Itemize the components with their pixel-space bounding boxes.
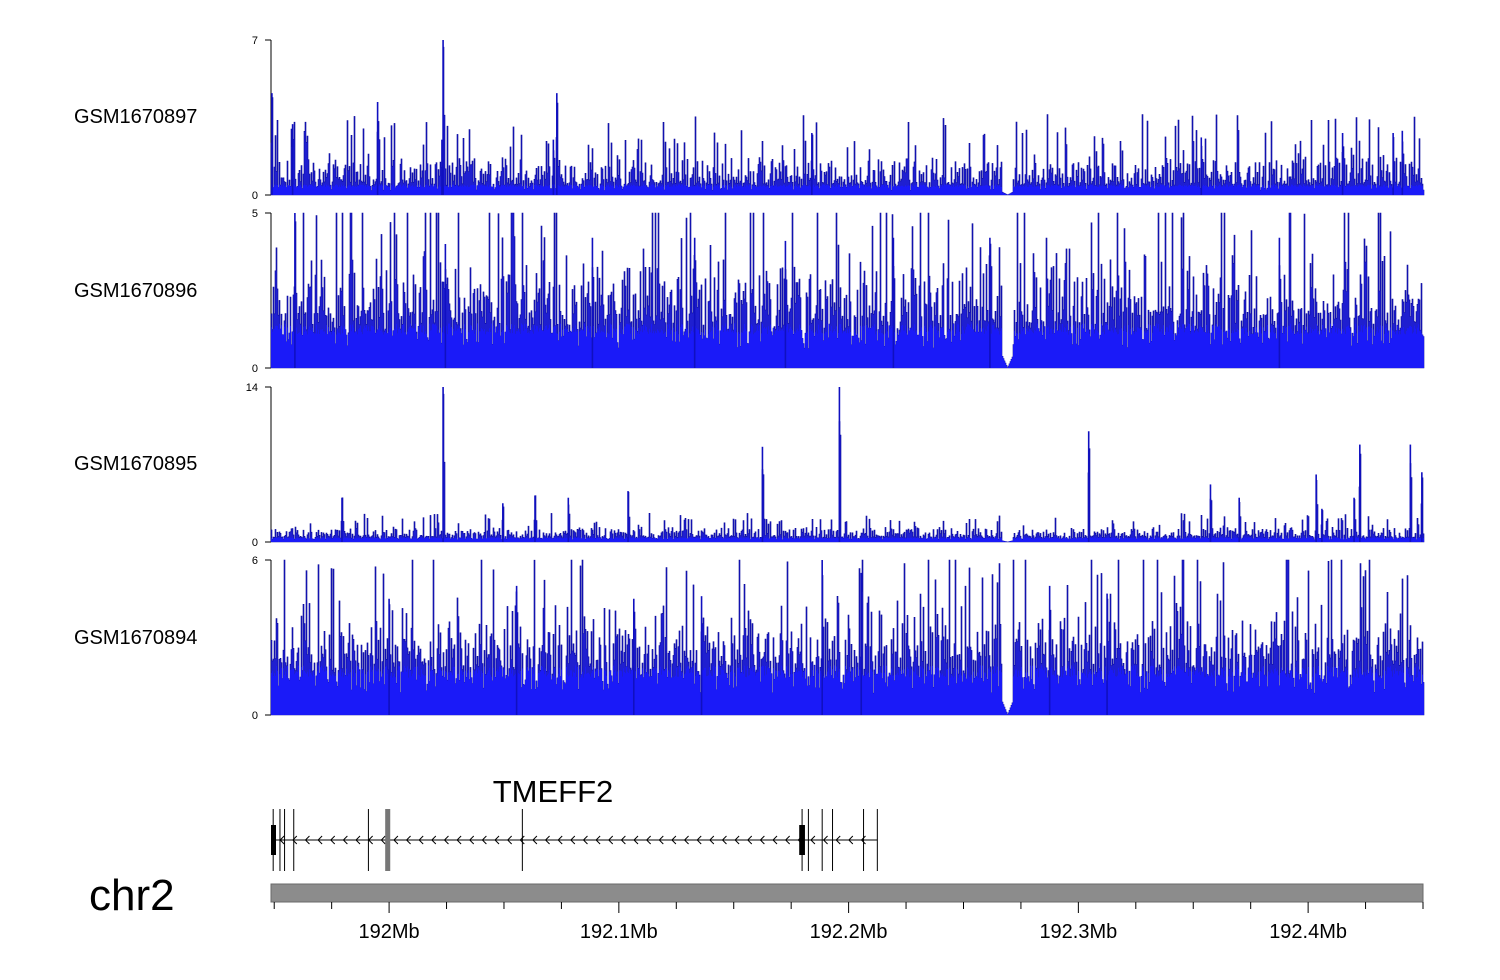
coverage-tracks: GSM167089770GSM167089650GSM1670895140GSM… <box>74 35 1425 722</box>
strand-arrow <box>380 835 386 845</box>
strand-arrow <box>405 835 411 845</box>
exon-grey <box>385 809 391 871</box>
coverage-core <box>271 184 1424 195</box>
track-label: GSM1670895 <box>74 453 197 475</box>
strand-arrow <box>784 835 791 845</box>
strand-arrow <box>658 835 664 845</box>
gene-track: TMEFF2 <box>271 774 878 871</box>
strand-arrow <box>595 835 601 845</box>
y-tick-label-min: 0 <box>252 537 258 549</box>
y-tick-label-min: 0 <box>252 710 258 722</box>
coverage-core <box>271 323 1424 368</box>
y-tick-label-max: 14 <box>246 382 258 394</box>
strand-arrow <box>481 835 487 845</box>
strand-arrow <box>431 835 437 845</box>
coverage-core <box>271 665 1424 715</box>
strand-arrow <box>709 835 715 845</box>
coverage-area <box>270 46 1425 196</box>
strand-arrow <box>570 835 576 845</box>
gene-label: TMEFF2 <box>493 774 614 809</box>
strand-arrow <box>317 835 323 845</box>
strand-arrow <box>608 835 614 845</box>
strand-arrow <box>734 835 740 845</box>
strand-arrow <box>721 835 727 845</box>
coverage-track-GSM1670894: GSM1670894 6 0 <box>74 555 1425 722</box>
strand-arrow <box>544 835 550 845</box>
x-tick-label: 192.3Mb <box>1039 921 1117 943</box>
coverage-core <box>271 537 1424 542</box>
strand-arrow <box>393 835 399 845</box>
track-label: GSM1670897 <box>74 106 197 128</box>
strand-arrow <box>469 835 475 845</box>
strand-arrow <box>810 835 816 845</box>
strand-arrow <box>292 835 298 845</box>
strand-arrow <box>330 835 336 845</box>
chromosome-axis: chr2 192Mb 192.1Mb 192.2Mb 192.3Mb 192.4Mb <box>89 871 1424 943</box>
strand-arrow <box>342 835 348 845</box>
strand-arrow <box>557 835 563 845</box>
strand-arrow <box>494 835 500 845</box>
strand-arrow <box>456 835 462 845</box>
x-axis: 192Mb 192.1Mb 192.2Mb 192.3Mb 192.4Mb <box>273 902 1424 943</box>
coverage-track-GSM1670896: GSM1670896 5 0 <box>74 208 1425 375</box>
y-tick-label-min: 0 <box>252 363 258 375</box>
strand-arrow <box>519 835 525 845</box>
chromosome-bar <box>270 883 1424 903</box>
strand-arrow <box>860 835 866 845</box>
strand-arrow <box>532 835 538 845</box>
strand-arrow <box>848 835 854 845</box>
strand-arrow <box>759 835 765 845</box>
strand-arrow <box>620 835 626 845</box>
x-tick-label: 192.2Mb <box>810 921 888 943</box>
strand-arrow <box>355 835 361 845</box>
coverage-area <box>270 393 1425 543</box>
strand-arrow <box>822 835 828 845</box>
gene-model <box>271 809 878 871</box>
track-label: GSM1670894 <box>74 627 197 649</box>
strand-arrow <box>747 835 753 845</box>
strand-arrow <box>645 835 652 845</box>
strand-arrow <box>633 835 639 845</box>
y-tick-label-max: 5 <box>252 208 258 220</box>
chromosome-label: chr2 <box>89 871 175 920</box>
y-tick-label-min: 0 <box>252 190 258 202</box>
track-label: GSM1670896 <box>74 280 197 302</box>
x-tick-label: 192Mb <box>359 921 420 943</box>
strand-arrow <box>683 835 689 845</box>
strand-arrow <box>582 835 588 845</box>
strand-arrow <box>671 835 677 845</box>
strand-arrow <box>835 835 841 845</box>
strand-arrow <box>772 835 778 845</box>
strand-arrow <box>696 835 702 845</box>
y-tick-label-max: 6 <box>252 555 258 567</box>
coverage-track-GSM1670895: GSM1670895 14 0 <box>74 382 1425 549</box>
strand-arrow <box>418 835 424 845</box>
coverage-track-GSM1670897: GSM1670897 7 0 <box>74 35 1425 202</box>
y-tick-label-max: 7 <box>252 35 258 47</box>
x-tick-label: 192.1Mb <box>580 921 658 943</box>
x-tick-label: 192.4Mb <box>1269 921 1347 943</box>
strand-arrow <box>506 835 513 845</box>
strand-arrow <box>443 835 449 845</box>
strand-arrow <box>304 835 310 845</box>
